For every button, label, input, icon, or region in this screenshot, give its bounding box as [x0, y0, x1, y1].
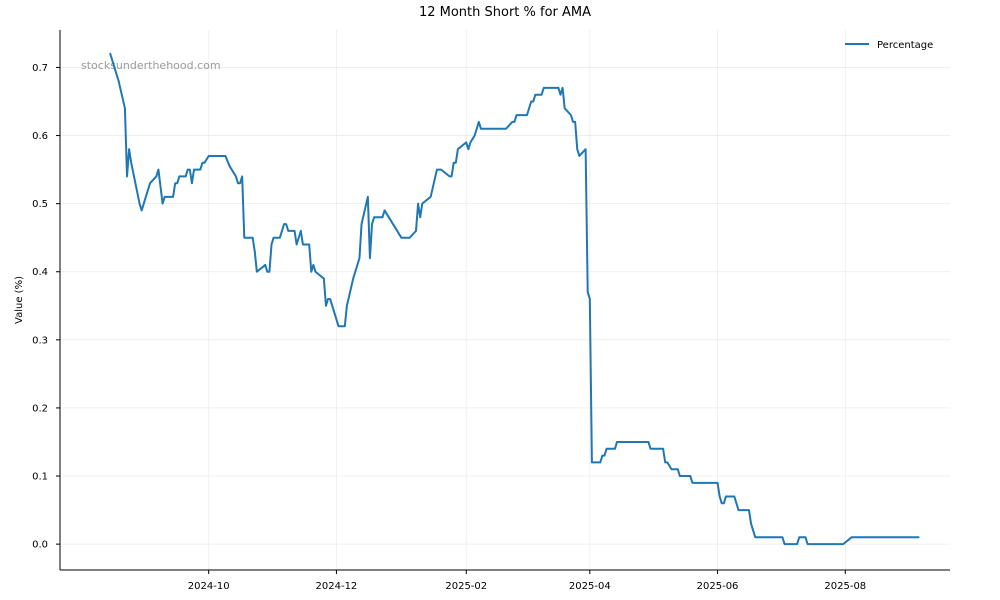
legend-label: Percentage [877, 40, 933, 51]
x-tick-label: 2025-06 [697, 581, 739, 592]
y-tick-label: 0.5 [32, 199, 48, 210]
y-tick-label: 0.1 [32, 472, 48, 483]
x-tick-label: 2025-08 [824, 581, 866, 592]
y-axis-label: Value (%) [14, 276, 25, 324]
legend: Percentage [845, 40, 933, 51]
y-tick-label: 0.2 [32, 403, 48, 414]
grid [60, 30, 950, 570]
watermark-text: stocksunderthehood.com [81, 59, 221, 72]
y-tick-label: 0.3 [32, 335, 48, 346]
y-tick-label: 0.6 [32, 131, 48, 142]
axes [56, 30, 950, 574]
series-line-percentage [109, 52, 920, 546]
tick-labels: 0.0 0.1 0.2 0.3 0.4 0.5 0.6 0.7 2024-10 2024-12 20… [32, 63, 866, 592]
x-tick-label: 2024-12 [316, 581, 358, 592]
x-tick-label: 2025-04 [569, 581, 611, 592]
series [109, 52, 920, 546]
y-tick-label: 0.0 [32, 540, 48, 551]
y-tick-label: 0.7 [32, 63, 48, 74]
x-tick-label: 2025-02 [445, 581, 487, 592]
chart-title: 12 Month Short % for AMA [419, 5, 591, 20]
x-tick-label: 2024-10 [188, 581, 230, 592]
y-tick-label: 0.4 [32, 267, 48, 278]
